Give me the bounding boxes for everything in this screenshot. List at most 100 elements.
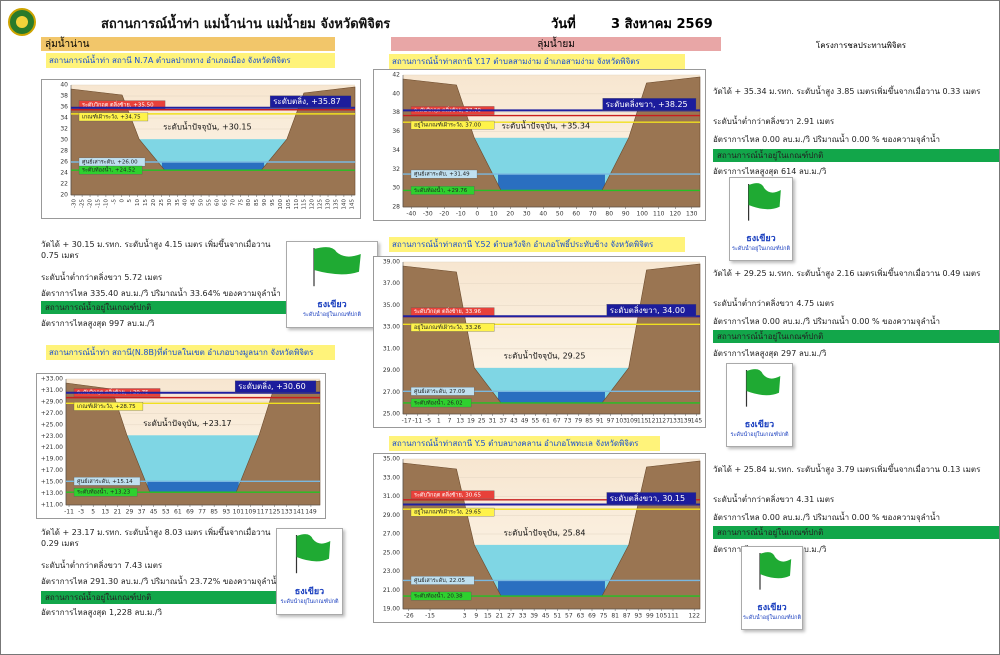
level-label-box [410,576,475,585]
station-title: สถานการณ์น้ำท่า สถานี(N.8B)ที่ตำบลในเขต … [46,345,335,360]
flag-status: ธงเขียว [757,603,787,614]
x-tick-label: 85 [585,418,593,425]
x-tick-label: 75 [238,199,244,206]
y-tick-label: 19.00 [383,606,400,613]
column-header: ลุ่มน้ำยม [391,37,721,51]
x-tick-label: -26 [404,613,414,620]
level-label: เกณฑ์เฝ้าระวัง, +28.75 [77,403,136,410]
x-tick-label: 37 [138,509,146,516]
flag-icon [295,534,331,574]
level-label-box [410,387,475,396]
x-tick-label: 45 [191,199,197,206]
y-tick-label: 33.00 [383,324,400,331]
y-tick-label: 37.00 [383,280,400,287]
y-tick-label: 23.00 [383,568,400,575]
flag-cloth [748,183,781,210]
detail-line: อัตราการไหล 0.00 ลบ.ม./วิ ปริมาณน้ำ 0.00… [713,135,940,144]
x-tick-label: 87 [623,613,631,620]
x-tick-label: 133 [281,509,293,516]
y-tick-label: +13.00 [41,490,63,497]
level-label: ศูนย์เสาระดับ, +31.49 [414,171,470,178]
level-label: ศูนย์เสาระดับ, 27.09 [414,388,466,395]
y-tick-label: 31.00 [383,345,400,352]
level-label-box [269,95,352,108]
x-tick-label: 37 [499,418,507,425]
x-tick-label: 117 [257,509,269,516]
x-tick-label: 121 [648,418,660,425]
x-tick-label: 110 [294,199,300,210]
y-tick-label: +27.00 [41,410,63,417]
x-tick-label: 33 [519,613,527,620]
y-tick-label: +11.00 [41,502,63,509]
y-tick-label: 40 [392,90,400,97]
x-tick-label: 61 [174,509,182,516]
x-tick-label: 13 [101,509,109,516]
cross-section-chart: 19.00 21.00 23.00 25.00 27.00 29.00 31.00 33.00… [373,453,706,623]
x-tick-label: 139 [680,418,692,425]
x-tick-label: 65 [222,199,228,206]
level-label: ระดับวิกฤต ตลิ่งซ้าย, 33.96 [414,307,481,315]
x-tick-label: 125 [318,199,324,210]
level-label-box [410,507,495,517]
level-label: อยู่ในเกณฑ์เฝ้าระวัง, 37.00 [414,122,481,129]
x-tick-label: 75 [600,613,608,620]
x-tick-label: 105 [656,613,668,620]
flag-cloth [746,369,781,396]
station-title: สถานการณ์น้ำท่า สถานี N.7A ตำบลปากทาง อำ… [46,53,335,68]
detail-line: อัตราการไหลสูงสุด 297 ลบ.ม./วิ [713,349,827,358]
x-tick-label: 69 [588,613,596,620]
x-tick-label: 43 [510,418,518,425]
x-tick-label: 35 [175,199,181,206]
x-tick-label: -15 [95,199,101,208]
x-tick-label: 110 [653,211,665,218]
x-tick-label: 149 [305,509,317,516]
detail-line: สถานการณ์น้ำอยู่ในเกณฑ์ปกติ [713,526,999,539]
x-tick-label: 25 [478,418,486,425]
y-tick-label: 29.00 [383,512,400,519]
detail-line: อัตราการไหล 0.00 ลบ.ม./วิ ปริมาณน้ำ 0.00… [713,513,940,522]
level-label: ระดับท้องน้ำ, +24.52 [82,166,135,174]
flag-card: ธงเขียว ระดับน้ำอยู่ในเกณฑ์ปกติ [726,363,793,447]
x-tick-label: 140 [341,199,347,210]
level-label: ศูนย์เสาระดับ, +15.14 [77,478,133,485]
detail-line: วัดได้ + 35.34 ม.รทก. ระดับน้ำสูง 3.85 เ… [713,87,981,96]
x-tick-label: 120 [310,199,316,210]
x-tick-label: 130 [686,211,698,218]
cross-section-chart: 20 22 24 26 28 30 32 34 36 38 40 -30 -25 -20 -15 -10 -5 0… [41,79,361,219]
cross-section-chart: 28 30 32 34 36 38 40 42 -40 -30 -20 -10 0 10 20 30 40 50 6… [373,69,706,221]
x-tick-label: 70 [589,211,597,218]
x-tick-label: 105 [286,199,292,210]
x-tick-label: 115 [302,199,308,210]
x-tick-label: 13 [456,418,464,425]
detail-line: อัตราการไหล 0.00 ลบ.ม./วิ ปริมาณน้ำ 0.00… [713,317,940,326]
level-label: ระดับวิกฤต ตลิ่งซ้าย, +35.50 [82,100,154,108]
x-tick-label: -30 [72,199,78,208]
y-tick-label: 24 [60,170,68,177]
level-label-box [410,323,495,332]
level-label-box [602,98,697,111]
y-tick-label: 36 [60,104,68,111]
level-label: ระดับน้ำปัจจุบัน, +35.34 [502,119,591,130]
flag-note: ระดับน้ำอยู่ในเกณฑ์ปกติ [730,432,789,439]
x-tick-label: 90 [262,199,268,206]
level-label: ศูนย์เสาระดับ, 22.05 [414,577,466,584]
x-tick-label: 130 [326,199,332,210]
x-tick-label: 97 [607,418,615,425]
x-tick-label: 85 [210,509,218,516]
x-tick-label: 49 [521,418,529,425]
y-tick-label: 22 [60,181,68,188]
x-tick-label: 55 [207,199,213,206]
level-label: ระดับน้ำปัจจุบัน, 29.25 [504,349,586,360]
level-label-box [78,112,149,122]
level-label: ระดับน้ำปัจจุบัน, +23.17 [143,417,232,428]
x-tick-label: -3 [78,509,84,516]
x-tick-label: 67 [553,418,561,425]
level-label-box [410,398,472,408]
x-tick-label: -40 [406,211,416,218]
x-tick-label: 91 [596,418,604,425]
x-tick-label: 53 [162,509,170,516]
detail-line: สถานการณ์น้ำอยู่ในเกณฑ์ปกติ [41,591,290,604]
level-label: ระดับน้ำปัจจุบัน, +30.15 [163,121,252,132]
y-tick-label: 35.00 [383,456,400,463]
